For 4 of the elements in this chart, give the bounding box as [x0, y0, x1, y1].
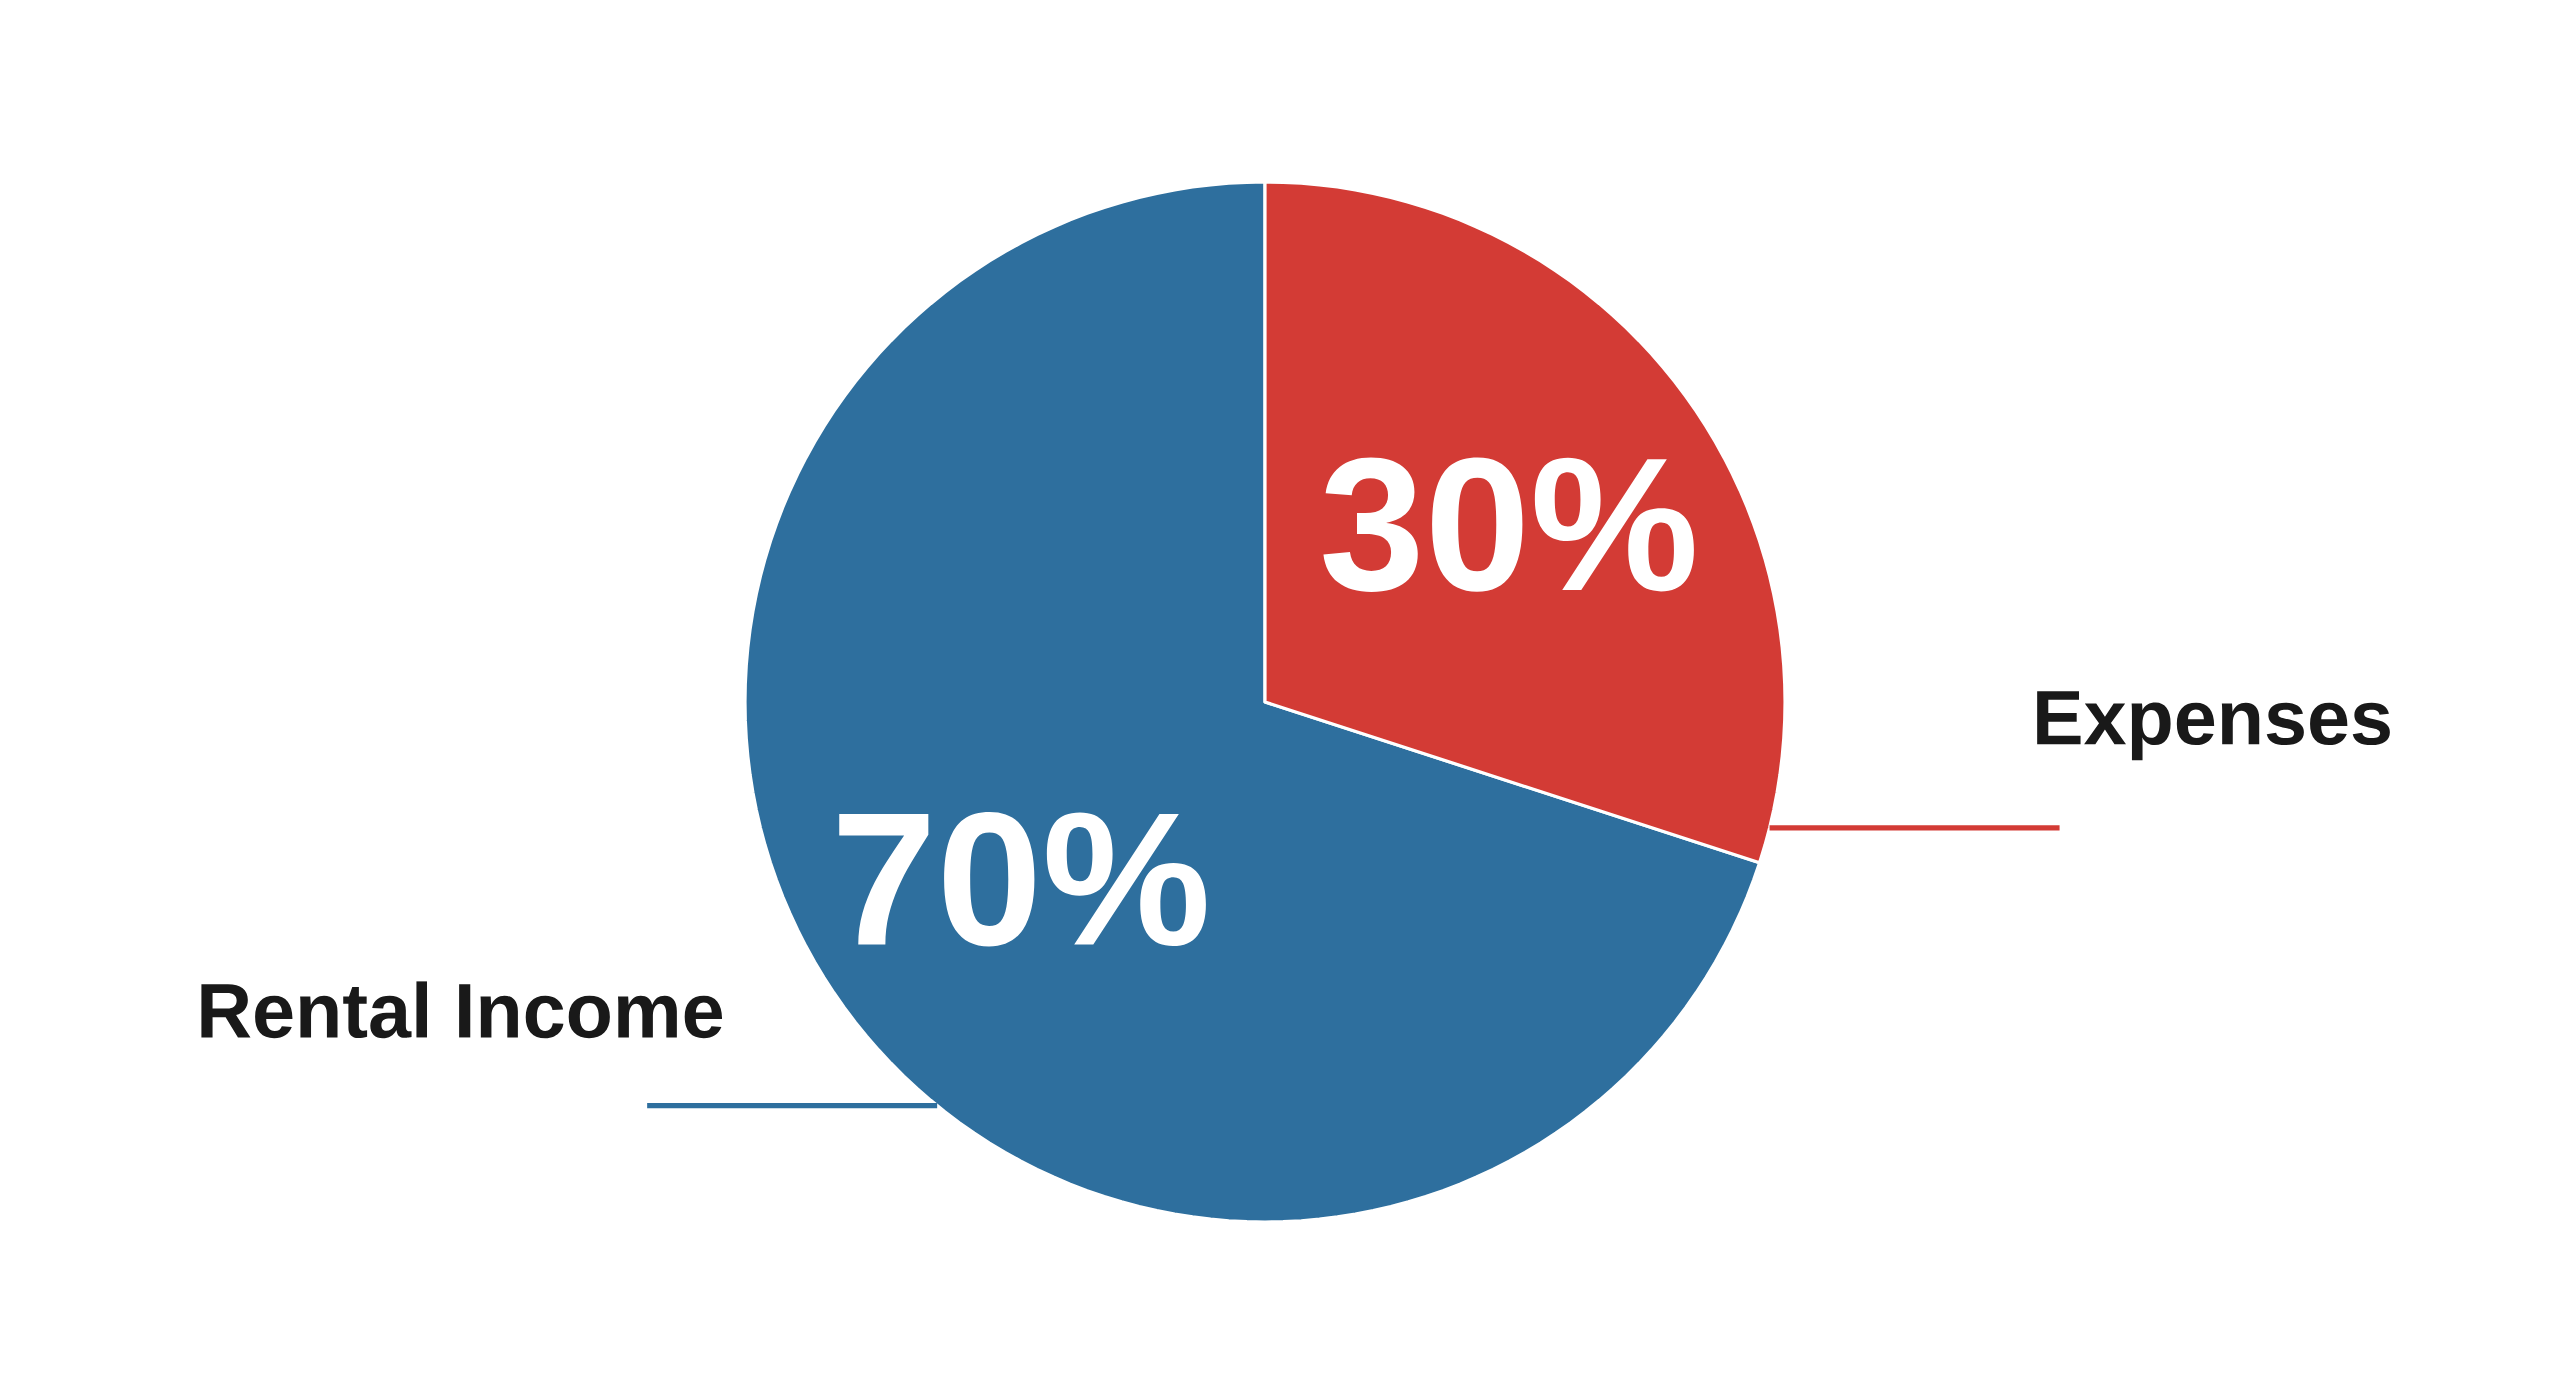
data-label: 30% [1323, 457, 1694, 593]
slice-label: Rental Income [201, 981, 722, 1039]
data-label: 70% [839, 812, 1206, 947]
slice-label: Expenses [2037, 691, 2390, 761]
